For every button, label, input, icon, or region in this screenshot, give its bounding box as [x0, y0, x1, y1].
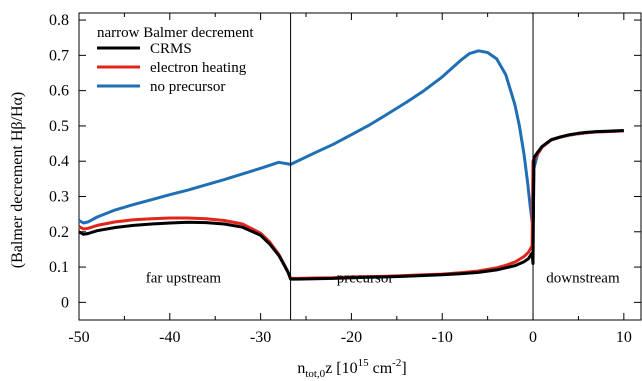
- y-tick-label: 0.3: [49, 188, 69, 205]
- y-tick-label: 0.6: [49, 83, 69, 100]
- x-tick-label: -40: [159, 329, 180, 346]
- x-tick-label: -30: [250, 329, 271, 346]
- x-tick-label: 10: [616, 329, 632, 346]
- legend-title: narrow Balmer decrement: [97, 25, 254, 41]
- x-tick-label: -20: [341, 329, 362, 346]
- region-label: far upstream: [146, 271, 222, 287]
- legend-label: CRMS: [150, 41, 192, 57]
- x-tick-label: -50: [68, 329, 89, 346]
- y-axis-label: (Balmer decrement Hβ/Hα): [9, 92, 26, 268]
- legend: narrow Balmer decrement CRMS electron hea…: [97, 25, 254, 95]
- series-line-crms: [78, 129, 624, 281]
- y-tick-label: 0.8: [49, 12, 69, 29]
- y-tick-label: 0.1: [49, 259, 69, 276]
- y-tick-label: 0.5: [49, 118, 69, 135]
- y-tick-label: 0: [61, 294, 69, 311]
- series-line-no-precursor: [78, 49, 624, 228]
- y-tick-label: 0.4: [49, 153, 69, 170]
- plot-frame: [78, 12, 642, 321]
- x-axis-label: ntot,0z [1015 cm-2]: [297, 357, 406, 380]
- x-tick-label: -10: [432, 329, 453, 346]
- legend-label: electron heating: [150, 60, 247, 76]
- legend-label: no precursor: [150, 79, 225, 95]
- y-tick-label: 0.2: [49, 224, 69, 241]
- region-label: downstream: [546, 271, 620, 287]
- series-line-electron-heating: [78, 129, 624, 280]
- region-label: precursor: [337, 271, 394, 287]
- y-tick-label: 0.7: [49, 47, 69, 64]
- x-tick-label: 0: [529, 329, 537, 346]
